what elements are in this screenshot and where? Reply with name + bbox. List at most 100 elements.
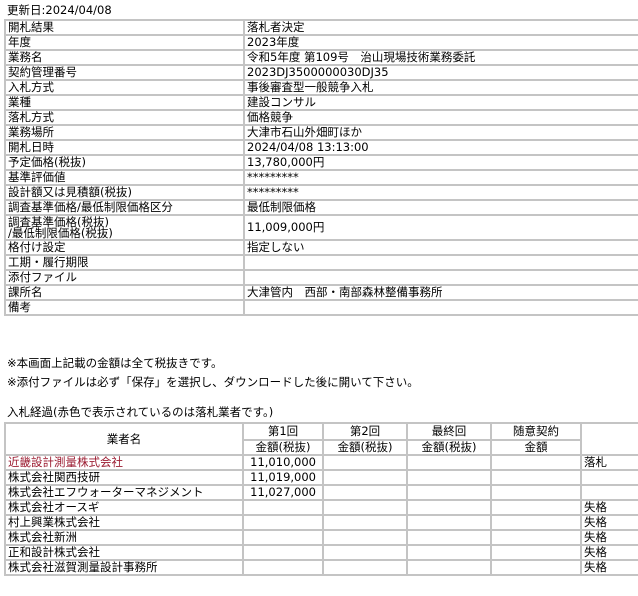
info-row: 備考 — [4, 299, 638, 316]
header-amount-zuii: 金額 — [490, 439, 582, 456]
info-label: 工期・履行期限 — [4, 254, 245, 271]
info-value: 建設コンサル — [243, 94, 638, 111]
info-row: 調査基準価格(税抜)/最低制限価格(税抜) 11,009,000円 — [4, 214, 638, 241]
zuii-amount — [490, 544, 582, 561]
info-label: 課所名 — [4, 284, 245, 301]
info-value — [243, 299, 638, 316]
bid-row: 株式会社エフウォーターマネジメント 11,027,000 — [4, 484, 638, 501]
final-amount — [406, 529, 492, 546]
zuii-amount — [490, 499, 582, 516]
info-value: 指定しない — [243, 239, 638, 256]
round2-amount — [322, 454, 408, 471]
round2-amount — [322, 499, 408, 516]
header-amount-1: 金額(税抜) — [242, 439, 324, 456]
info-row: 開札日時 2024/04/08 13:13:00 — [4, 139, 638, 156]
info-label: 業務場所 — [4, 124, 245, 141]
info-row: 入札方式 事後審査型一般競争入札 — [4, 79, 638, 96]
note-tax: ※本画面上記載の金額は全て税抜きです。 — [7, 356, 223, 370]
info-label: 業務名 — [4, 49, 245, 66]
bid-result — [580, 469, 638, 486]
info-row: 開札結果 落札者決定 — [4, 19, 638, 36]
zuii-amount — [490, 469, 582, 486]
info-value: 令和5年度 第109号 治山現場技術業務委託 — [243, 49, 638, 66]
bid-result: 失格 — [580, 529, 638, 546]
final-amount — [406, 559, 492, 576]
bid-result: 失格 — [580, 499, 638, 516]
info-row: 業種 建設コンサル — [4, 94, 638, 111]
info-value: ********* — [243, 169, 638, 186]
info-value: 事後審査型一般競争入札 — [243, 79, 638, 96]
bid-row: 株式会社関西技研 11,019,000 — [4, 469, 638, 486]
round1-amount: 11,019,000 — [242, 469, 324, 486]
bid-row: 株式会社オースギ 失格 — [4, 499, 638, 516]
final-amount — [406, 544, 492, 561]
round1-amount — [242, 514, 324, 531]
info-value: 大津市石山外畑町ほか — [243, 124, 638, 141]
header-round2: 第2回 — [322, 422, 408, 441]
info-label: 調査基準価格/最低制限価格区分 — [4, 199, 245, 216]
final-amount — [406, 499, 492, 516]
header-name: 業者名 — [4, 422, 244, 456]
info-row: 調査基準価格/最低制限価格区分 最低制限価格 — [4, 199, 638, 216]
header-zuii: 随意契約 — [490, 422, 582, 441]
info-value — [243, 269, 638, 286]
info-row: 年度 2023年度 — [4, 34, 638, 51]
header-amount-2: 金額(税抜) — [322, 439, 408, 456]
final-amount — [406, 514, 492, 531]
info-value: ********* — [243, 184, 638, 201]
header-result — [580, 422, 638, 456]
info-label: 格付け設定 — [4, 239, 245, 256]
bid-result: 失格 — [580, 544, 638, 561]
bid-result: 失格 — [580, 514, 638, 531]
info-value: 2023DJ3500000030DJ35 — [243, 64, 638, 81]
header-final: 最終回 — [406, 422, 492, 441]
info-label-line1: 調査基準価格(税抜) — [8, 215, 109, 229]
bid-result — [580, 484, 638, 501]
info-row: 工期・履行期限 — [4, 254, 638, 271]
info-label: 添付ファイル — [4, 269, 245, 286]
zuii-amount — [490, 559, 582, 576]
info-row: 業務名 令和5年度 第109号 治山現場技術業務委託 — [4, 49, 638, 66]
final-amount — [406, 469, 492, 486]
bid-history-table: 業者名 第1回 第2回 最終回 随意契約 金額(税抜) 金額(税抜) 金額(税抜… — [4, 422, 638, 576]
bidder-name: 株式会社エフウォーターマネジメント — [4, 484, 244, 501]
info-label: 設計額又は見積額(税抜) — [4, 184, 245, 201]
round2-amount — [322, 484, 408, 501]
info-value: 11,009,000円 — [243, 214, 638, 241]
round2-amount — [322, 514, 408, 531]
round1-amount — [242, 529, 324, 546]
info-value: 2023年度 — [243, 34, 638, 51]
info-row: 基準評価値 ********* — [4, 169, 638, 186]
info-value: 落札者決定 — [243, 19, 638, 36]
info-label: 業種 — [4, 94, 245, 111]
info-value: 2024/04/08 13:13:00 — [243, 139, 638, 156]
info-label: 契約管理番号 — [4, 64, 245, 81]
round1-amount — [242, 499, 324, 516]
info-value: 大津管内 西部・南部森林整備事務所 — [243, 284, 638, 301]
info-value: 最低制限価格 — [243, 199, 638, 216]
info-row: 契約管理番号 2023DJ3500000030DJ35 — [4, 64, 638, 81]
info-label: 備考 — [4, 299, 245, 316]
info-label: 調査基準価格(税抜)/最低制限価格(税抜) — [4, 214, 245, 241]
info-row: 業務場所 大津市石山外畑町ほか — [4, 124, 638, 141]
info-label: 基準評価値 — [4, 169, 245, 186]
zuii-amount — [490, 514, 582, 531]
bid-row: 近畿設計測量株式会社 11,010,000 落札 — [4, 454, 638, 471]
bidder-name: 株式会社滋賀測量設計事務所 — [4, 559, 244, 576]
header-amount-final: 金額(税抜) — [406, 439, 492, 456]
round2-amount — [322, 559, 408, 576]
zuii-amount — [490, 529, 582, 546]
zuii-amount — [490, 454, 582, 471]
bids-title: 入札経過(赤色で表示されているのは落札業者です。) — [7, 405, 274, 419]
zuii-amount — [490, 484, 582, 501]
bid-row: 株式会社滋賀測量設計事務所 失格 — [4, 559, 638, 576]
round1-amount — [242, 544, 324, 561]
info-value: 価格競争 — [243, 109, 638, 126]
bid-result: 失格 — [580, 559, 638, 576]
info-label: 落札方式 — [4, 109, 245, 126]
info-label: 予定価格(税抜) — [4, 154, 245, 171]
round1-amount: 11,010,000 — [242, 454, 324, 471]
final-amount — [406, 484, 492, 501]
bidder-name: 正和設計株式会社 — [4, 544, 244, 561]
info-label: 開札結果 — [4, 19, 245, 36]
